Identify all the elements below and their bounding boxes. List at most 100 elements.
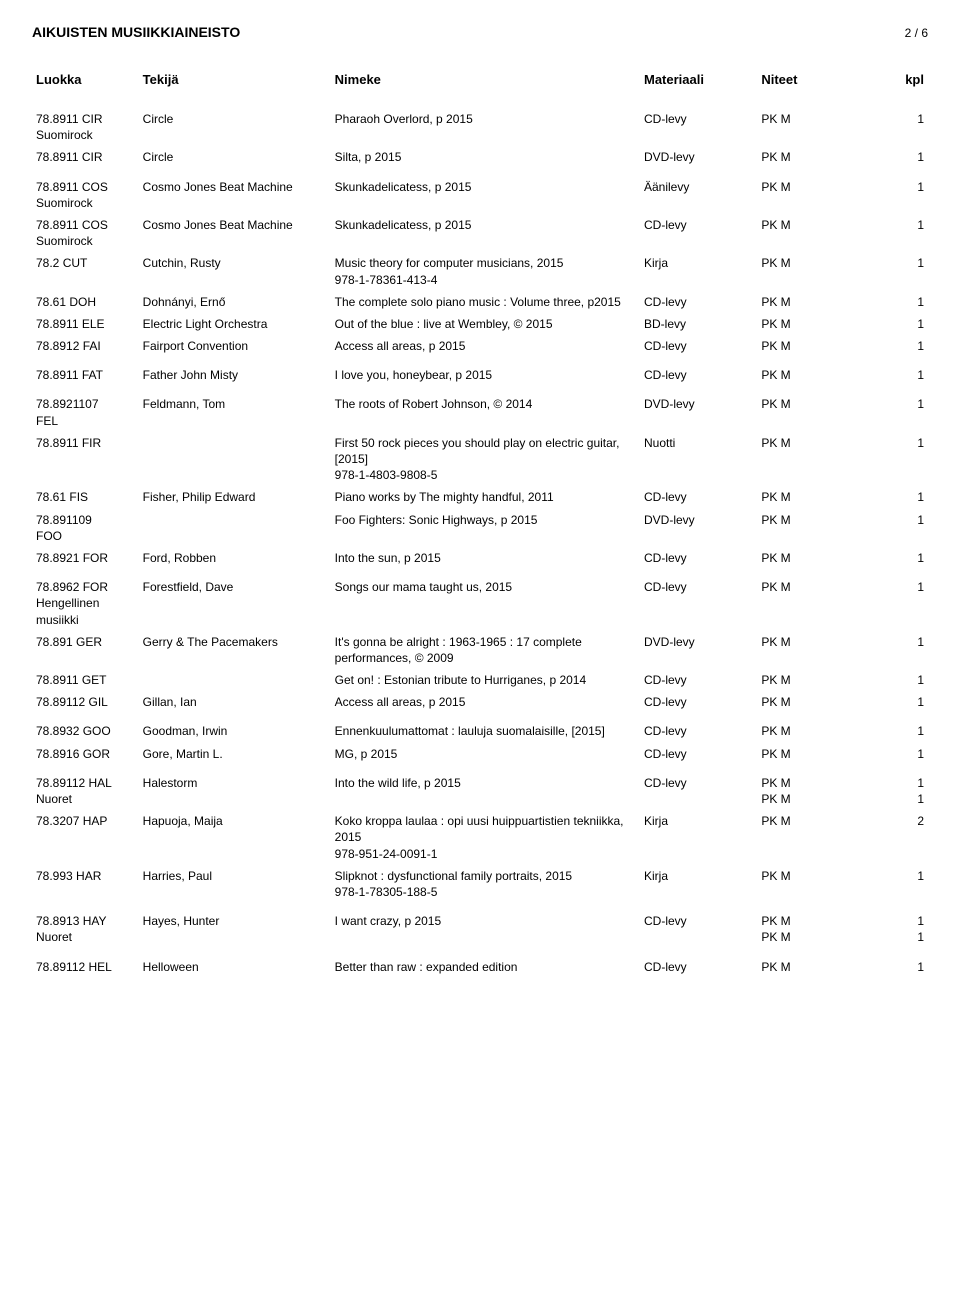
- cell-niteet: PK M: [757, 810, 864, 865]
- cell-tekija: Father John Misty: [139, 357, 331, 386]
- cell-nimeke: Foo Fighters: Sonic Highways, p 2015: [331, 509, 640, 547]
- cell-kpl: 1: [864, 146, 928, 168]
- table-row: 78.8911 GETGet on! : Estonian tribute to…: [32, 669, 928, 691]
- cell-kpl: 1: [864, 335, 928, 357]
- cell-niteet: PK M: [757, 432, 864, 487]
- cell-tekija: Forestfield, Dave: [139, 569, 331, 631]
- cell-niteet: PK M: [757, 713, 864, 742]
- cell-luokka-sub: FEL: [36, 413, 135, 429]
- cell-luokka: 78.8912 FAI: [32, 335, 139, 357]
- cell-niteet: PK M: [757, 569, 864, 631]
- cell-nimeke: Into the sun, p 2015: [331, 547, 640, 569]
- cell-tekija: [139, 669, 331, 691]
- table-row: 78.3207 HAPHapuoja, MaijaKoko kroppa lau…: [32, 810, 928, 865]
- cell-tekija: Hapuoja, Maija: [139, 810, 331, 865]
- table-row: 78.8921 FORFord, RobbenInto the sun, p 2…: [32, 547, 928, 569]
- cell-luokka: 78.61 FIS: [32, 486, 139, 508]
- table-row: 78.89112 HALNuoretHalestormInto the wild…: [32, 765, 928, 810]
- cell-luokka-sub: Hengellinen musiikki: [36, 595, 135, 627]
- table-row: 78.8932 GOOGoodman, IrwinEnnenkuulumatto…: [32, 713, 928, 742]
- cell-luokka-sub: FOO: [36, 528, 135, 544]
- cell-nimeke: Get on! : Estonian tribute to Hurriganes…: [331, 669, 640, 691]
- cell-tekija: Cutchin, Rusty: [139, 252, 331, 290]
- cell-nimeke: Access all areas, p 2015: [331, 691, 640, 713]
- cell-materiaali: CD-levy: [640, 547, 757, 569]
- cell-nimeke: Out of the blue : live at Wembley, © 201…: [331, 313, 640, 335]
- cell-kpl: 1: [864, 569, 928, 631]
- cell-kpl: 1: [864, 743, 928, 765]
- table-row: 78.891 GERGerry & The PacemakersIt's gon…: [32, 631, 928, 669]
- cell-tekija: Gillan, Ian: [139, 691, 331, 713]
- table-row: 78.993 HARHarries, PaulSlipknot : dysfun…: [32, 865, 928, 903]
- cell-tekija: Halestorm: [139, 765, 331, 810]
- col-tekija: Tekijä: [139, 68, 331, 101]
- cell-kpl: 11: [864, 903, 928, 948]
- cell-kpl: 1: [864, 486, 928, 508]
- table-row: 78.89112 HELHelloweenBetter than raw : e…: [32, 949, 928, 978]
- cell-niteet: PK M: [757, 169, 864, 214]
- cell-materiaali: CD-levy: [640, 713, 757, 742]
- cell-nimeke: I want crazy, p 2015: [331, 903, 640, 948]
- cell-kpl: 1: [864, 357, 928, 386]
- cell-niteet: PK M: [757, 291, 864, 313]
- cell-materiaali: CD-levy: [640, 903, 757, 948]
- cell-luokka-sub: Nuoret: [36, 791, 135, 807]
- cell-luokka-sub: Suomirock: [36, 195, 135, 211]
- table-row: 78.8911 FATFather John MistyI love you, …: [32, 357, 928, 386]
- cell-materiaali: Kirja: [640, 252, 757, 290]
- cell-nimeke: Silta, p 2015: [331, 146, 640, 168]
- table-row: 78.8911 COSSuomirockCosmo Jones Beat Mac…: [32, 214, 928, 252]
- cell-niteet: PK M: [757, 949, 864, 978]
- col-niteet: Niteet: [757, 68, 864, 101]
- cell-nimeke: Pharaoh Overlord, p 2015: [331, 101, 640, 146]
- cell-luokka: 78.891 GER: [32, 631, 139, 669]
- cell-luokka: 78.8911 CIRSuomirock: [32, 101, 139, 146]
- cell-luokka: 78.89112 HEL: [32, 949, 139, 978]
- table-row: 78.61 DOHDohnányi, ErnőThe complete solo…: [32, 291, 928, 313]
- cell-materiaali: CD-levy: [640, 569, 757, 631]
- cell-luokka: 78.8913 HAYNuoret: [32, 903, 139, 948]
- cell-niteet: PK M: [757, 547, 864, 569]
- cell-niteet: PK M: [757, 691, 864, 713]
- cell-tekija: Cosmo Jones Beat Machine: [139, 214, 331, 252]
- cell-materiaali: Nuotti: [640, 432, 757, 487]
- cell-niteet: PK M: [757, 214, 864, 252]
- cell-luokka: 78.3207 HAP: [32, 810, 139, 865]
- cell-kpl: 1: [864, 169, 928, 214]
- cell-nimeke: Piano works by The mighty handful, 2011: [331, 486, 640, 508]
- cell-niteet: PK MPK M: [757, 903, 864, 948]
- cell-kpl: 1: [864, 386, 928, 431]
- cell-materiaali: Kirja: [640, 810, 757, 865]
- cell-tekija: Fairport Convention: [139, 335, 331, 357]
- table-row: 78.8962 FORHengellinen musiikkiForestfie…: [32, 569, 928, 631]
- cell-kpl: 1: [864, 101, 928, 146]
- table-row: 78.89112 GILGillan, IanAccess all areas,…: [32, 691, 928, 713]
- cell-tekija: Cosmo Jones Beat Machine: [139, 169, 331, 214]
- table-row: 78.8911 CIRSuomirockCirclePharaoh Overlo…: [32, 101, 928, 146]
- page-number: 2 / 6: [905, 26, 928, 40]
- cell-luokka: 78.61 DOH: [32, 291, 139, 313]
- cell-nimeke: Into the wild life, p 2015: [331, 765, 640, 810]
- cell-luokka: 78.89112 HALNuoret: [32, 765, 139, 810]
- cell-materiaali: DVD-levy: [640, 631, 757, 669]
- cell-tekija: Dohnányi, Ernő: [139, 291, 331, 313]
- cell-kpl: 1: [864, 509, 928, 547]
- cell-tekija: [139, 509, 331, 547]
- cell-luokka: 78.8911 FIR: [32, 432, 139, 487]
- cell-nimeke: Better than raw : expanded edition: [331, 949, 640, 978]
- cell-luokka: 78.89112 GIL: [32, 691, 139, 713]
- cell-materiaali: CD-levy: [640, 335, 757, 357]
- cell-nimeke: First 50 rock pieces you should play on …: [331, 432, 640, 487]
- cell-niteet: PK M: [757, 669, 864, 691]
- cell-luokka-sub: Suomirock: [36, 127, 135, 143]
- cell-kpl: 1: [864, 631, 928, 669]
- cell-materiaali: BD-levy: [640, 313, 757, 335]
- cell-kpl: 1: [864, 713, 928, 742]
- cell-luokka: 78.993 HAR: [32, 865, 139, 903]
- cell-luokka: 78.8911 COSSuomirock: [32, 169, 139, 214]
- cell-niteet: PK M: [757, 335, 864, 357]
- cell-niteet: PK M: [757, 252, 864, 290]
- cell-nimeke: The roots of Robert Johnson, © 2014: [331, 386, 640, 431]
- cell-luokka: 78.8911 FAT: [32, 357, 139, 386]
- table-row: 78.8912 FAIFairport ConventionAccess all…: [32, 335, 928, 357]
